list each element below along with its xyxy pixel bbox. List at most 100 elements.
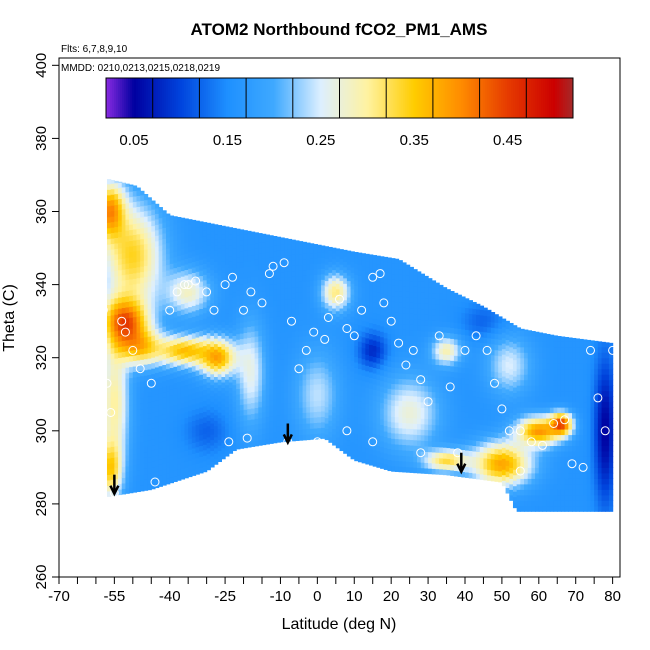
field-cell (313, 263, 318, 270)
field-cell (236, 284, 241, 291)
field-cell (118, 225, 123, 232)
field-cell (250, 358, 256, 365)
field-cell (232, 280, 237, 287)
field-cell (265, 241, 270, 248)
field-cell (391, 345, 396, 352)
field-cell (527, 439, 533, 447)
field-cell (180, 380, 186, 387)
field-cell (239, 305, 245, 312)
field-cell (516, 450, 521, 457)
field-cell (143, 418, 149, 425)
field-cell (439, 342, 444, 349)
field-cell (243, 409, 248, 416)
field-cell (250, 402, 256, 409)
field-cell (538, 412, 544, 419)
field-cell (505, 320, 510, 324)
field-cell (228, 420, 234, 427)
field-cell (118, 445, 123, 452)
field-cell (291, 281, 296, 288)
field-cell (129, 218, 134, 225)
field-cell (346, 269, 352, 276)
field-cell (487, 403, 492, 410)
field-cell (516, 390, 521, 397)
field-cell (439, 381, 444, 388)
field-cell (180, 446, 186, 453)
field-cell (169, 246, 175, 253)
field-cell (464, 362, 470, 369)
field-cell (369, 459, 374, 466)
field-cell (169, 383, 175, 390)
field-cell (553, 467, 558, 474)
field-cell (177, 216, 182, 224)
field-cell (509, 357, 514, 364)
field-cell (394, 361, 400, 368)
field-cell (417, 335, 422, 342)
field-cell (457, 317, 462, 324)
field-cell (306, 296, 311, 304)
field-cell (450, 464, 455, 471)
field-cell (309, 362, 315, 369)
field-cell (409, 291, 414, 298)
field-cell (177, 282, 182, 289)
field-cell (376, 255, 381, 260)
field-cell (428, 303, 433, 310)
fco2-field (106, 179, 614, 512)
field-cell (250, 396, 256, 404)
field-cell (158, 371, 163, 378)
field-cell (202, 257, 208, 264)
field-cell (509, 390, 514, 397)
field-cell (121, 460, 127, 468)
field-cell (512, 403, 518, 410)
field-cell (140, 276, 145, 284)
field-cell (143, 298, 149, 305)
field-cell (154, 229, 160, 236)
field-cell (280, 353, 285, 360)
field-cell (132, 267, 138, 274)
field-cell (464, 417, 470, 424)
field-cell (376, 286, 381, 293)
field-cell (483, 430, 488, 437)
field-cell (498, 350, 503, 357)
field-cell (417, 439, 422, 447)
field-cell (132, 256, 138, 263)
field-cell (391, 405, 396, 412)
field-cell (247, 260, 252, 267)
field-cell (531, 478, 536, 485)
field-cell (387, 404, 392, 411)
field-cell (387, 437, 392, 444)
field-cell (225, 269, 230, 276)
field-cell (276, 277, 282, 284)
field-cell (132, 459, 138, 466)
field-cell (291, 292, 296, 299)
field-cell (560, 450, 566, 457)
field-cell (106, 397, 112, 404)
field-cell (357, 439, 363, 446)
field-cell (243, 436, 248, 443)
field-cell (309, 367, 315, 374)
field-cell (394, 383, 400, 390)
field-cell (479, 413, 485, 420)
field-cell (206, 283, 211, 290)
field-cell (217, 439, 222, 446)
field-cell (154, 416, 160, 423)
field-cell (295, 308, 300, 315)
field-cell (254, 325, 259, 332)
field-cell (143, 194, 149, 201)
field-cell (498, 394, 503, 401)
field-cell (228, 272, 234, 279)
field-cell (405, 285, 411, 292)
field-cell (405, 335, 411, 342)
field-cell (535, 396, 540, 403)
field-cell (468, 313, 473, 320)
field-cell (143, 396, 149, 404)
field-cell (446, 414, 451, 421)
field-cell (177, 315, 182, 322)
field-cell (461, 361, 466, 368)
field-cell (531, 363, 536, 370)
field-cell (394, 345, 400, 352)
field-cell (273, 278, 278, 285)
field-cell (476, 330, 481, 337)
field-cell (250, 232, 256, 239)
field-cell (317, 339, 322, 346)
field-cell (346, 302, 352, 309)
